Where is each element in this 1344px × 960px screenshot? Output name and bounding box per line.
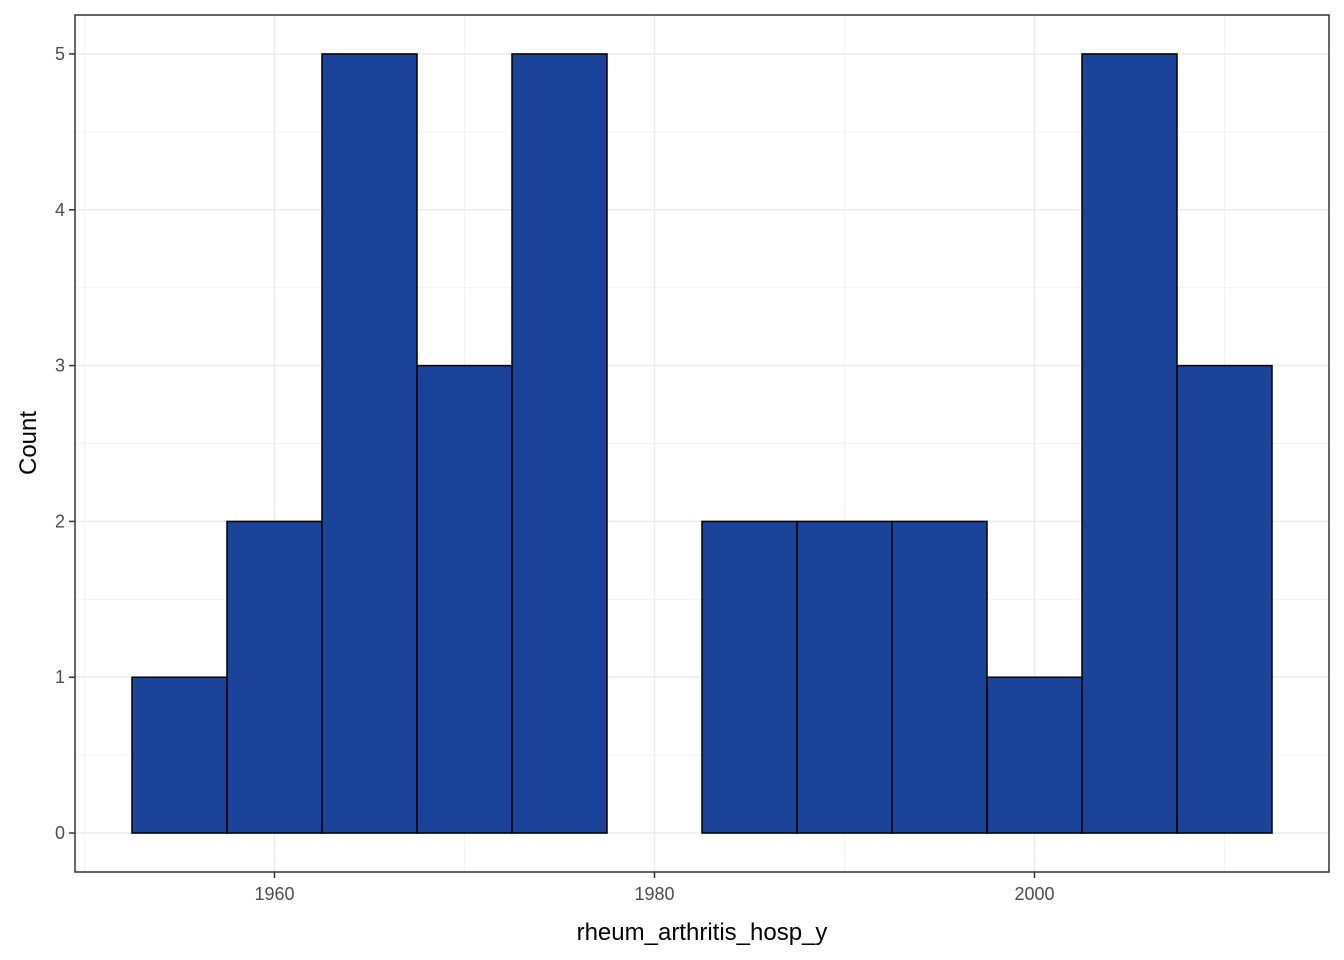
x-axis-title: rheum_arthritis_hosp_y [577, 919, 828, 946]
bar [131, 676, 228, 834]
bar [321, 53, 418, 834]
y-axis-title: Count [15, 411, 42, 475]
y-tick-label: 1 [55, 667, 65, 687]
y-tick-label: 5 [55, 44, 65, 64]
bar [511, 53, 608, 834]
bar [226, 520, 323, 834]
x-tick-label: 2000 [1014, 884, 1054, 904]
panel-border [74, 14, 1330, 873]
y-tick-label: 4 [55, 200, 65, 220]
bar [796, 520, 893, 834]
bar [1081, 53, 1178, 834]
bar [891, 520, 988, 834]
x-tick-label: 1980 [634, 884, 674, 904]
y-tick-label: 3 [55, 356, 65, 376]
bar [701, 520, 798, 834]
bar [1176, 364, 1273, 834]
y-tick-label: 0 [55, 823, 65, 843]
x-tick-label: 1960 [254, 884, 294, 904]
bar [416, 364, 513, 834]
bar [986, 676, 1083, 834]
y-tick-label: 2 [55, 511, 65, 531]
